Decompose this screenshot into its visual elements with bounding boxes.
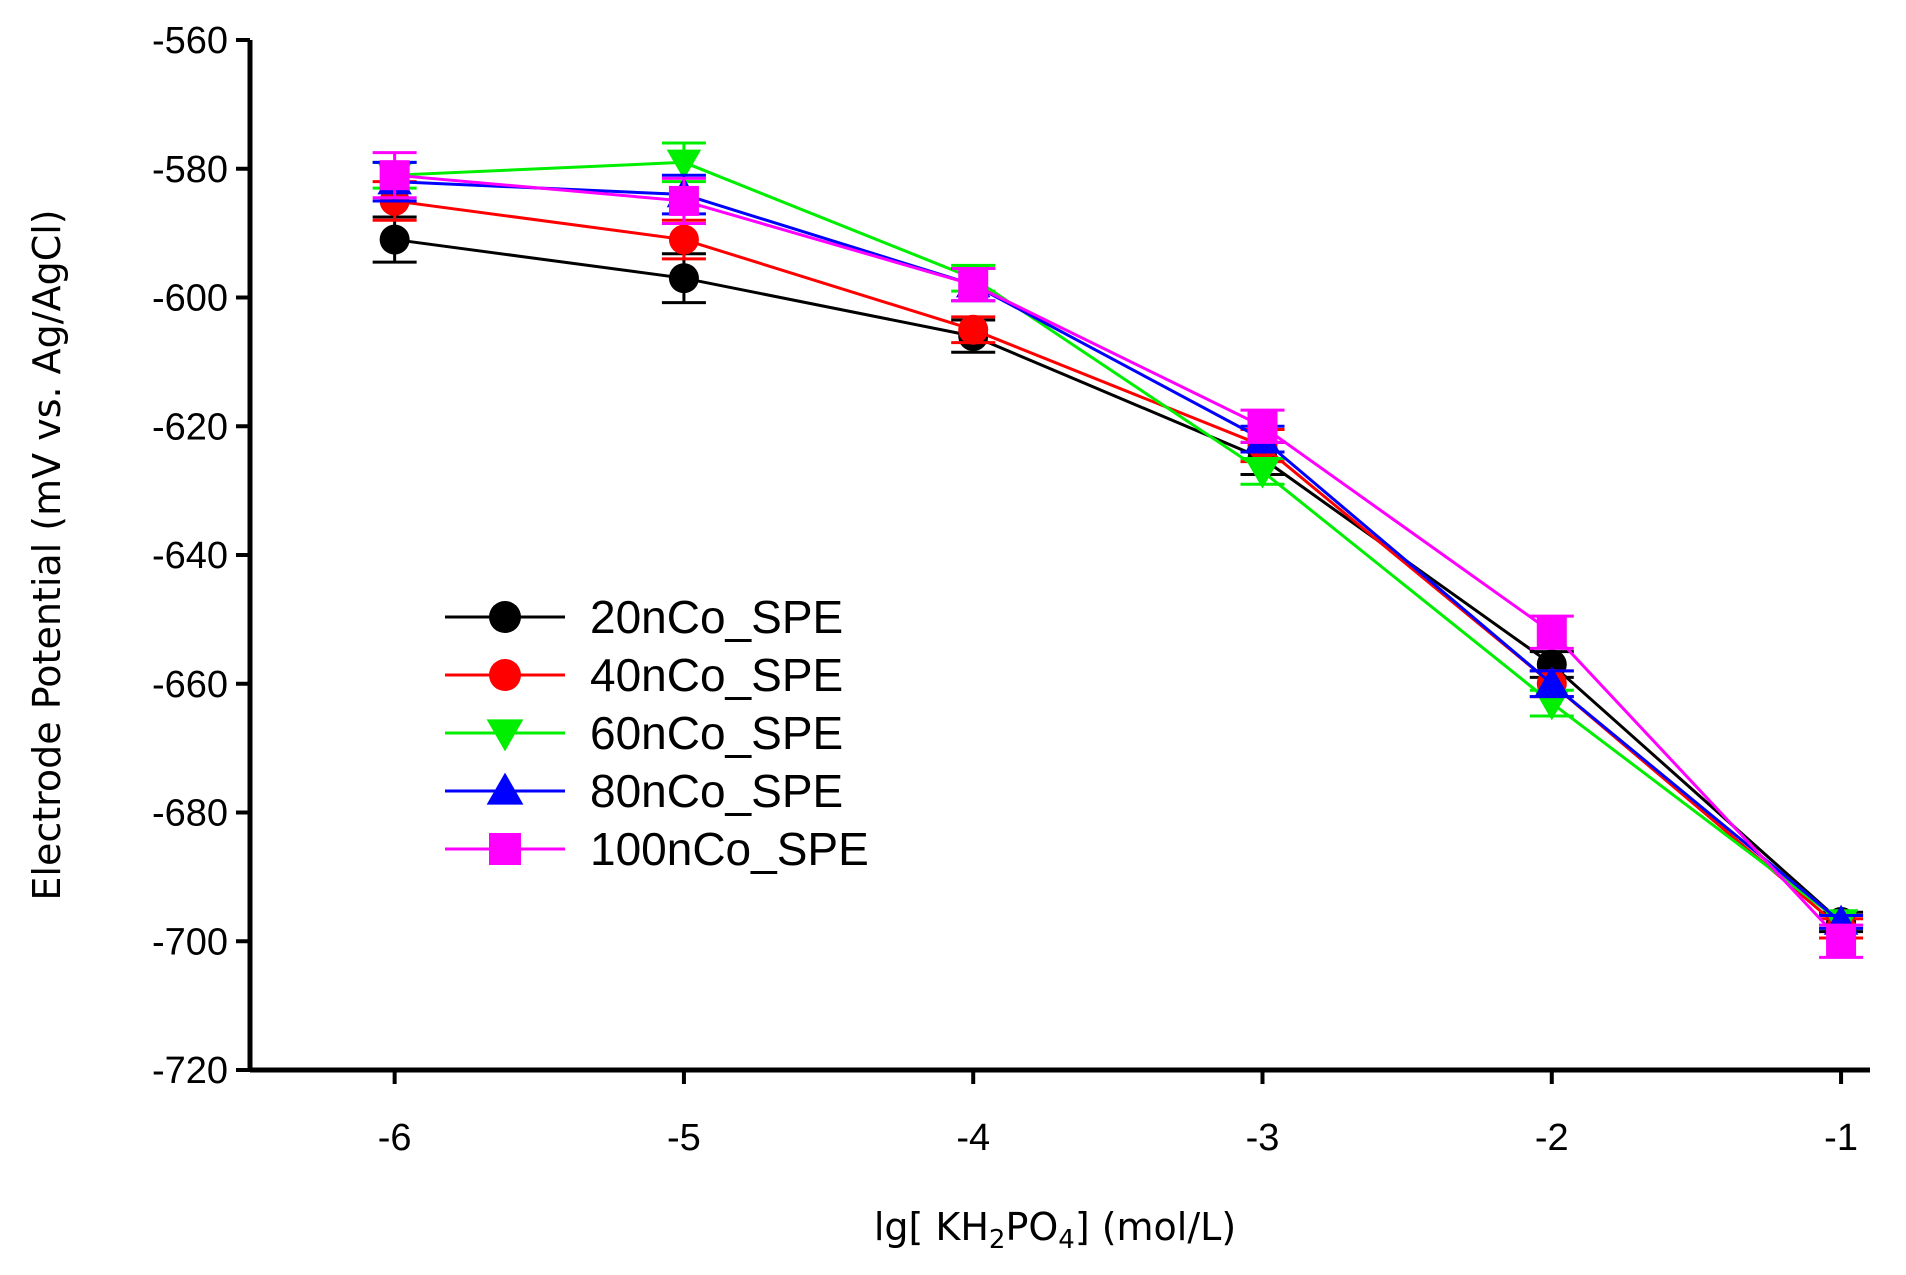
legend-label-40nco-spe: 40nCo_SPE <box>590 649 843 701</box>
x-tick-label--1: -1 <box>1824 1117 1858 1159</box>
point-100nco-spe-3 <box>1247 411 1278 442</box>
point-60nco-spe-1 <box>666 149 702 180</box>
y-tick-label--560: -560 <box>152 20 228 62</box>
x-tick-label--3: -3 <box>1246 1117 1280 1159</box>
legend-item-60nco-spe: 60nCo_SPE <box>445 707 843 759</box>
point-20nco-spe-0 <box>379 224 410 255</box>
point-100nco-spe-4 <box>1536 617 1567 648</box>
legend-item-20nco-spe: 20nCo_SPE <box>445 591 843 643</box>
point-100nco-spe-2 <box>958 269 989 300</box>
y-tick-label--620: -620 <box>152 406 228 448</box>
legend-label-20nco-spe: 20nCo_SPE <box>590 591 843 643</box>
point-100nco-spe-0 <box>379 160 410 191</box>
legend-item-80nco-spe: 80nCo_SPE <box>445 765 843 817</box>
y-tick-label--720: -720 <box>152 1050 228 1092</box>
x-axis-title: lg[ KH2PO4] (mol/L) <box>874 1205 1236 1255</box>
y-tick-label--600: -600 <box>152 278 228 320</box>
point-100nco-spe-1 <box>668 185 699 216</box>
legend: 20nCo_SPE 40nCo_SPE 60nCo_SPE 80nCo_SPE 100n… <box>445 591 869 875</box>
ticks-layer: -560 -580 -600 -620 -640 -660 -680 -700 -720 -6 -5… <box>152 20 1858 1159</box>
y-tick-label--680: -680 <box>152 793 228 835</box>
x-axis-title-suffix: ] (mol/L) <box>1075 1205 1236 1249</box>
x-axis-title-sub1: 2 <box>989 1225 1006 1255</box>
series-60nco-spe <box>372 141 1864 940</box>
series-100nco-spe <box>372 151 1864 959</box>
legend-marker-20nco-spe <box>489 601 521 633</box>
series-80nco-spe <box>372 160 1864 935</box>
legend-label-80nco-spe: 80nCo_SPE <box>590 765 843 817</box>
x-tick-label--2: -2 <box>1535 1117 1569 1159</box>
x-axis-title-sub2: 4 <box>1058 1225 1075 1255</box>
series-layer <box>372 141 1864 959</box>
point-60nco-spe-3 <box>1245 458 1280 489</box>
point-40nco-spe-2 <box>958 314 989 345</box>
series-line-100nco-spe <box>394 173 1843 943</box>
y-tick-label--700: -700 <box>152 921 228 963</box>
x-tick-label--4: -4 <box>956 1117 990 1159</box>
y-tick-label--580: -580 <box>152 149 228 191</box>
legend-item-100nco-spe: 100nCo_SPE <box>445 823 869 875</box>
point-20nco-spe-1 <box>668 263 699 294</box>
series-line-40nco-spe <box>394 199 1843 930</box>
x-axis-title-mid: PO <box>1005 1205 1058 1249</box>
legend-label-60nco-spe: 60nCo_SPE <box>590 707 843 759</box>
legend-marker-80nco-spe <box>486 772 524 805</box>
y-axis-title: Electrode Potential (mV vs. Ag/AgCl) <box>25 209 69 900</box>
axes-layer <box>247 40 1870 1073</box>
point-80nco-spe-4 <box>1534 666 1570 697</box>
series-line-20nco-spe <box>394 238 1843 924</box>
legend-item-40nco-spe: 40nCo_SPE <box>445 649 843 701</box>
x-tick-label--6: -6 <box>378 1117 412 1159</box>
series-line-80nco-spe <box>394 180 1843 924</box>
y-tick-label--660: -660 <box>152 664 228 706</box>
point-100nco-spe-5 <box>1826 926 1857 957</box>
x-tick-label--5: -5 <box>667 1117 701 1159</box>
x-axis-title-prefix: lg[ KH <box>874 1205 989 1249</box>
series-line-60nco-spe <box>394 160 1842 924</box>
legend-label-100nco-spe: 100nCo_SPE <box>590 823 869 875</box>
y-tick-label--640: -640 <box>152 535 228 577</box>
point-40nco-spe-1 <box>668 224 699 255</box>
legend-marker-40nco-spe <box>489 659 521 691</box>
legend-marker-100nco-spe <box>489 833 521 865</box>
legend-marker-60nco-spe <box>486 719 524 752</box>
